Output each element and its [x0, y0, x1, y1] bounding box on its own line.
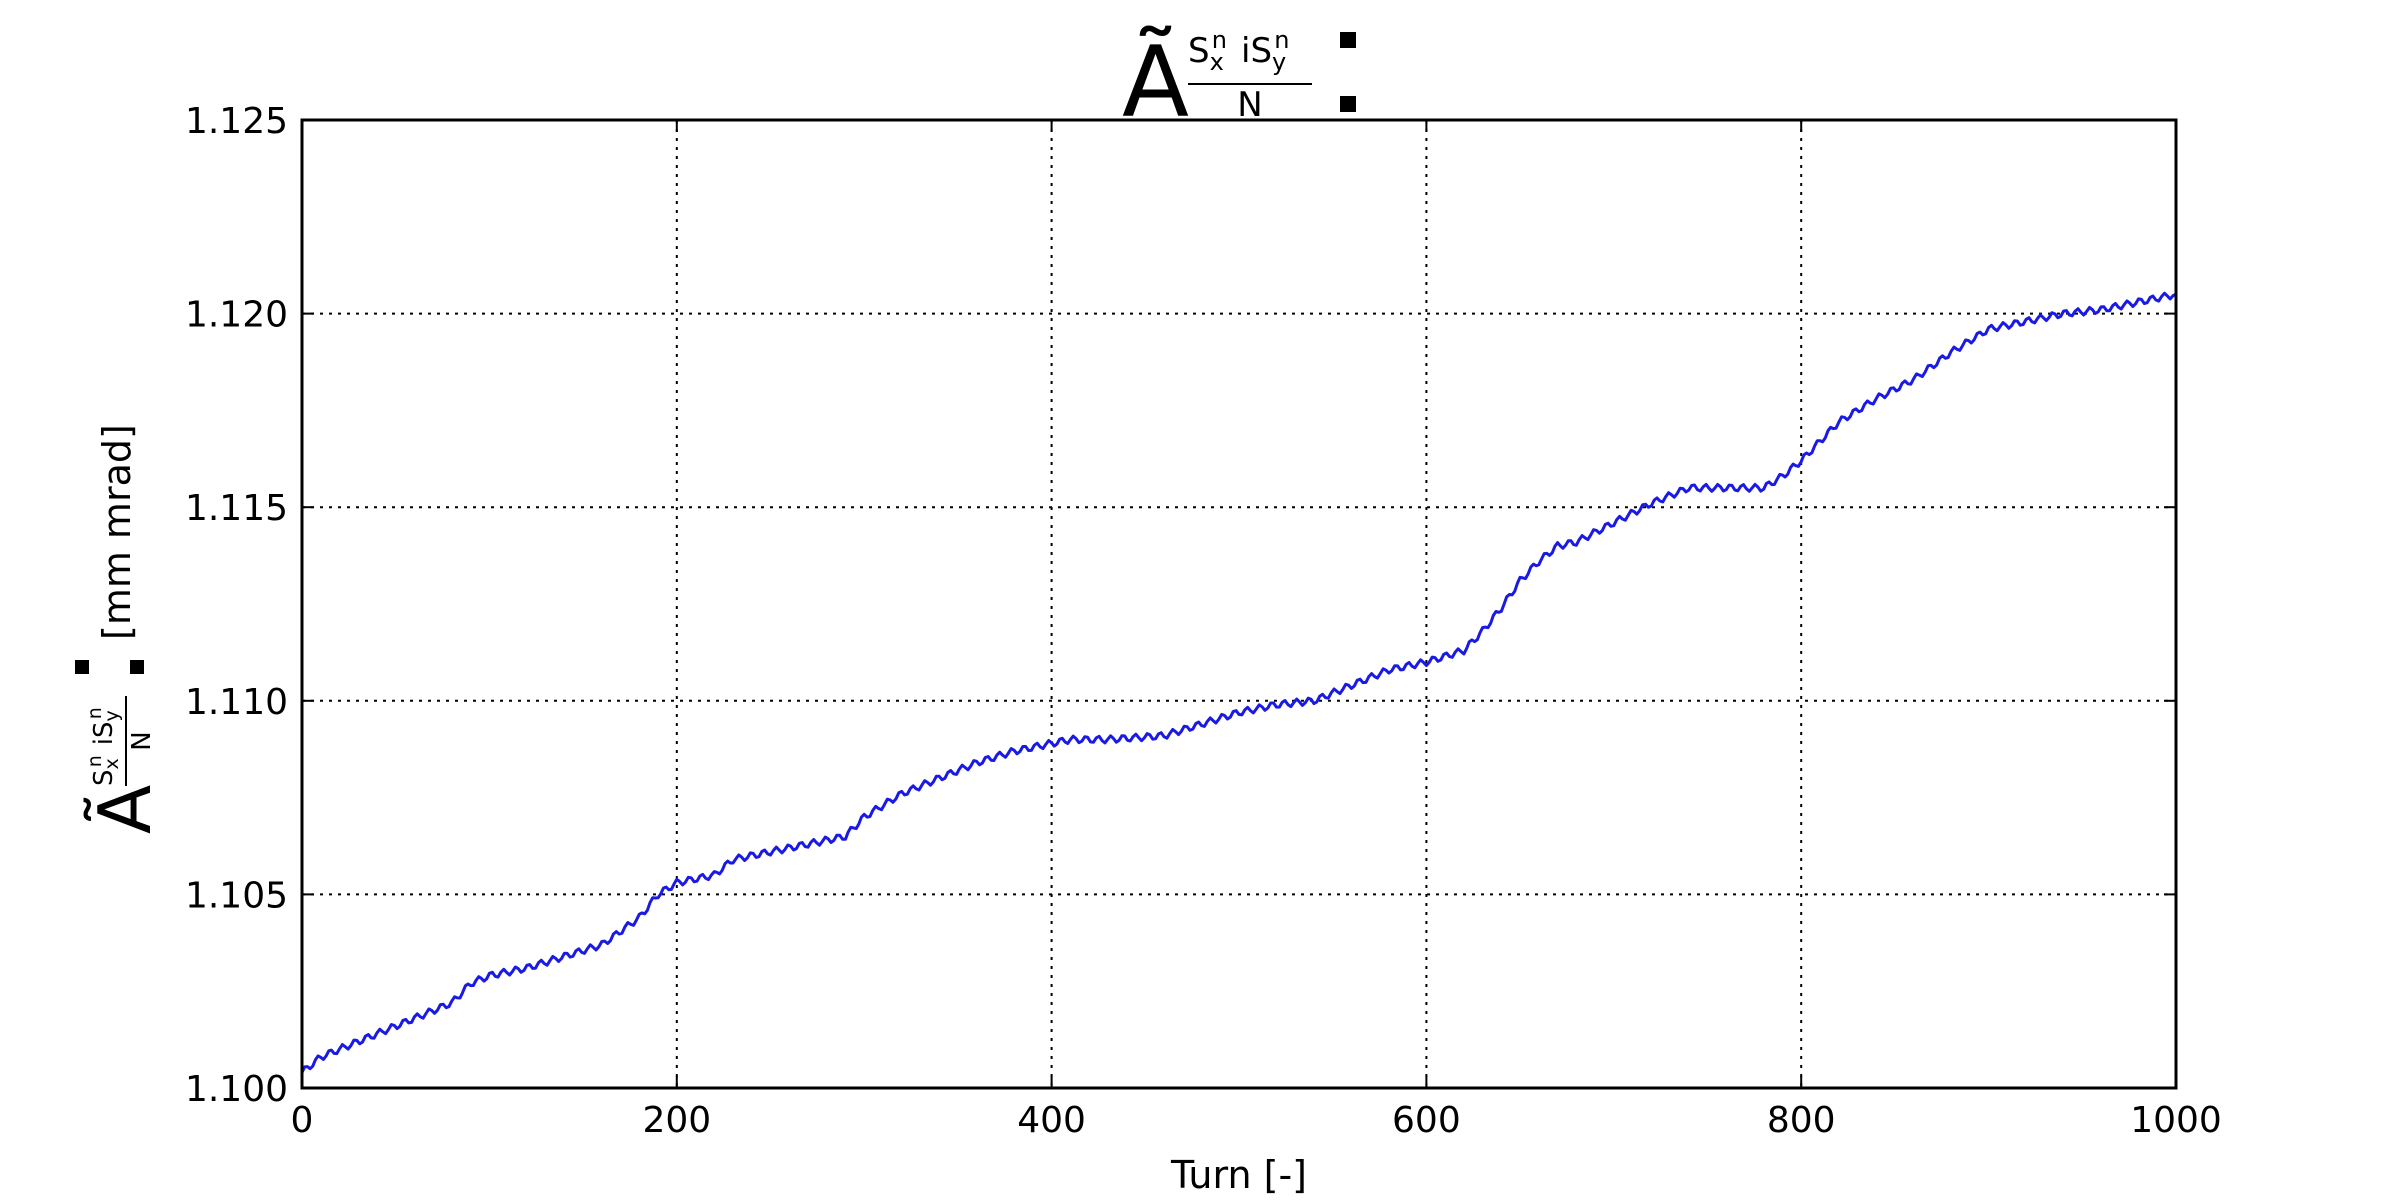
y-tick-label: 1.115: [185, 488, 288, 529]
ylabel-denominator: N: [127, 731, 157, 750]
x-tick-label: 400: [1017, 1100, 1086, 1141]
ylabel-num-n2: n: [84, 707, 106, 719]
title-num-n2: n: [1274, 26, 1289, 54]
title-denominator: N: [1237, 85, 1262, 125]
y-tick-label: 1.125: [185, 101, 288, 142]
chart-title: Ã Sxn iSyn N: [1122, 26, 1356, 140]
title-num-s: S: [1188, 31, 1210, 71]
y-tick-label: 1.120: [185, 295, 288, 336]
x-tick-labels: 0 200 400 600 800 1000: [291, 1100, 2222, 1141]
title-symbol: Ã: [1122, 26, 1189, 140]
title-num-x: x: [1210, 48, 1224, 76]
data-series: [300, 291, 2177, 1074]
title-glyph-box-bottom: [1340, 96, 1356, 112]
title-glyph-box-top: [1340, 32, 1356, 48]
ylabel-symbol: Ã: [83, 785, 167, 834]
x-tick-label: 800: [1767, 1100, 1836, 1141]
grid-lines: [302, 120, 2176, 1088]
ylabel-num-y: y: [101, 710, 123, 721]
ylabel-num-x: x: [101, 758, 123, 769]
title-num-n1: n: [1212, 26, 1227, 54]
ylabel-glyph-box-bottom: [130, 660, 144, 674]
title-num-y: y: [1272, 48, 1286, 76]
y-tick-label: 1.100: [185, 1069, 288, 1110]
x-tick-label: 0: [291, 1100, 314, 1141]
ylabel-numerator: SxniSyn: [84, 707, 123, 786]
ylabel-unit: [mm mrad]: [95, 424, 139, 640]
ylabel-num-s: S: [89, 769, 119, 786]
title-numerator: Sxn iSyn: [1188, 26, 1289, 76]
ylabel-num-n1: n: [84, 755, 106, 767]
x-tick-label: 1000: [2130, 1100, 2222, 1141]
x-axis-label: Turn [-]: [1170, 1153, 1307, 1197]
plot-frame: [300, 118, 2178, 1090]
ylabel-glyph-box-top: [75, 660, 89, 674]
y-tick-label: 1.110: [185, 682, 288, 723]
ylabel-num-is: iS: [89, 721, 119, 745]
title-num-is: iS: [1241, 31, 1272, 71]
x-tick-label: 600: [1392, 1100, 1461, 1141]
x-tick-label: 200: [642, 1100, 711, 1141]
y-tick-label: 1.105: [185, 875, 288, 916]
series-line-0: [300, 291, 2177, 1074]
y-axis-label: Ã SxniSyn N [mm mrad]: [75, 424, 167, 834]
y-tick-labels: 1.100 1.105 1.110 1.115 1.120 1.125: [185, 101, 288, 1110]
axis-ticks: [301, 119, 2177, 1089]
